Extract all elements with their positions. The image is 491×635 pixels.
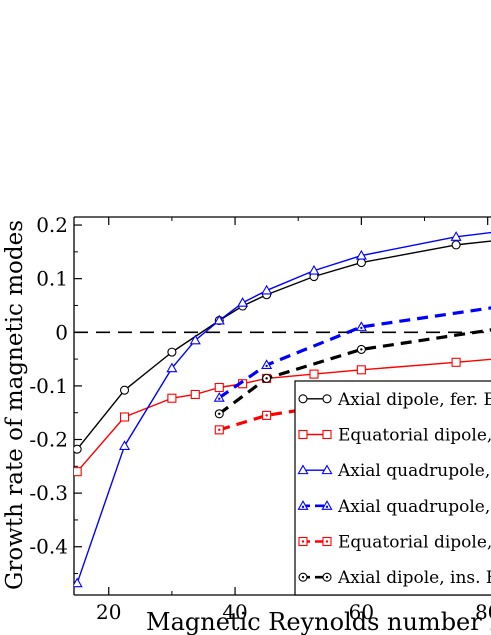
- triangle-marker: [355, 321, 367, 331]
- marker-center-dot: [325, 575, 329, 579]
- square-marker: [119, 412, 130, 422]
- series-6: [214, 328, 491, 419]
- triangle-marker: [74, 577, 83, 588]
- y-tick-label: 0.2: [36, 213, 68, 237]
- triangle-marker: [261, 284, 273, 295]
- y-tick-label: 0: [55, 320, 68, 344]
- legend-box: [294, 380, 491, 596]
- marker-center-dot: [325, 505, 329, 509]
- x-tick-label: 40: [222, 600, 247, 624]
- legend-entry: Equatorial dipole, i: [298, 533, 491, 553]
- triangle-marker: [321, 464, 333, 475]
- square-marker: [322, 429, 332, 440]
- y-tick-label: -0.4: [29, 535, 68, 559]
- square-marker: [190, 389, 200, 400]
- marker-center-dot: [265, 414, 268, 417]
- x-tick-label: 60: [349, 600, 374, 624]
- circle-marker: [451, 240, 461, 250]
- series-4: [213, 306, 491, 402]
- legend-entry: Axial quadrupole, f: [297, 461, 491, 481]
- square-marker: [74, 467, 82, 477]
- y-tick-label: 0.1: [36, 267, 68, 291]
- y-tick-label: -0.3: [29, 481, 68, 505]
- triangle-marker: [297, 500, 309, 510]
- marker-center-dot: [301, 575, 305, 579]
- triangle-marker: [189, 334, 201, 345]
- legend-label: Axial quadrupole, i: [337, 497, 491, 517]
- marker-center-dot: [265, 377, 268, 380]
- square-marker: [451, 357, 461, 367]
- series-line: [218, 328, 491, 416]
- triangle-marker: [237, 297, 249, 307]
- legend-entry: Axial dipole, fer. B: [298, 390, 491, 410]
- square-marker: [298, 429, 308, 440]
- legend-label: Equatorial dipole, f: [338, 426, 491, 446]
- legend-label: Axial quadrupole, f: [337, 461, 491, 481]
- circle-marker: [298, 394, 308, 404]
- triangle-marker: [297, 464, 309, 475]
- marker-center-dot: [218, 412, 221, 415]
- x-tick-label: 80: [475, 600, 491, 624]
- triangle-marker: [213, 314, 225, 325]
- marker-center-dot: [301, 505, 305, 509]
- square-marker: [214, 382, 224, 393]
- marker-center-dot: [301, 540, 305, 543]
- circle-marker: [167, 347, 177, 357]
- legend-label: Equatorial dipole, i: [338, 533, 491, 553]
- legend-entry: Axial dipole, ins. B: [298, 568, 491, 588]
- series-3: [74, 231, 491, 588]
- circle-marker: [119, 385, 130, 395]
- triangle-marker: [166, 362, 178, 373]
- x-tick-label: 20: [96, 600, 121, 624]
- legend-label: Axial dipole, fer. B: [337, 390, 491, 410]
- circle-marker: [74, 444, 82, 454]
- marker-center-dot: [218, 428, 221, 432]
- marker-center-dot: [265, 364, 268, 368]
- triangle-marker: [308, 264, 320, 275]
- triangle-marker: [321, 500, 333, 510]
- marker-center-dot: [360, 326, 363, 330]
- series-line: [218, 306, 491, 400]
- triangle-marker: [261, 359, 273, 369]
- y-tick-label: -0.1: [29, 374, 68, 398]
- legend-label: Axial dipole, ins. B: [337, 568, 491, 588]
- y-tick-label: -0.2: [29, 428, 68, 452]
- marker-center-dot: [360, 348, 363, 351]
- square-marker: [356, 365, 366, 375]
- legend-entry: Equatorial dipole, f: [298, 426, 491, 446]
- legend: Axial dipole, fer. B Equatorial dipole, f…: [294, 380, 491, 596]
- series-line: [76, 240, 491, 450]
- x-axis-label: Magnetic Reynolds number Rm: [146, 608, 491, 635]
- triangle-marker: [118, 440, 131, 450]
- square-marker: [309, 369, 319, 379]
- axis-ticks: 20 40 60 80 0.2 0.1 0 -0.1 -0.2 -0.3 -0.4: [29, 213, 491, 624]
- marker-center-dot: [218, 397, 221, 400]
- triangle-marker: [450, 231, 462, 241]
- circle-marker: [322, 394, 332, 404]
- triangle-marker: [355, 249, 367, 260]
- square-marker: [167, 393, 177, 403]
- triangle-marker: [213, 391, 225, 402]
- circle-marker: [356, 258, 366, 268]
- marker-center-dot: [325, 540, 329, 543]
- y-axis-label: Growth rate of magnetic modes: [2, 220, 28, 590]
- legend-entry: Axial quadrupole, i: [297, 497, 491, 517]
